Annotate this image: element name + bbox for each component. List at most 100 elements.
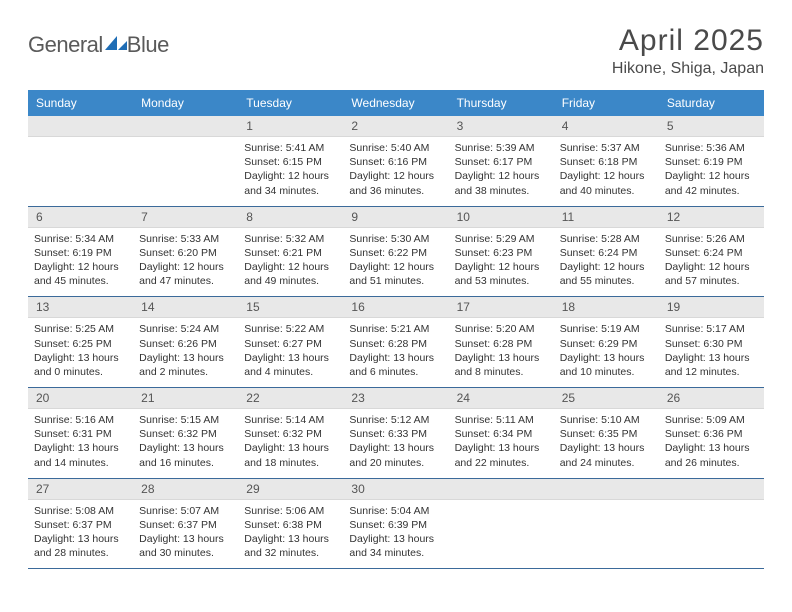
day-number: 17 — [449, 297, 554, 318]
calendar-cell: 13Sunrise: 5:25 AMSunset: 6:25 PMDayligh… — [28, 297, 133, 388]
calendar-cell: 18Sunrise: 5:19 AMSunset: 6:29 PMDayligh… — [554, 297, 659, 388]
day-number: 16 — [343, 297, 448, 318]
day-info: Sunrise: 5:09 AMSunset: 6:36 PMDaylight:… — [659, 409, 764, 478]
day-info: Sunrise: 5:04 AMSunset: 6:39 PMDaylight:… — [343, 500, 448, 569]
day-info: Sunrise: 5:29 AMSunset: 6:23 PMDaylight:… — [449, 228, 554, 297]
day-info: Sunrise: 5:32 AMSunset: 6:21 PMDaylight:… — [238, 228, 343, 297]
day-number: 25 — [554, 388, 659, 409]
calendar-week: 13Sunrise: 5:25 AMSunset: 6:25 PMDayligh… — [28, 297, 764, 388]
calendar-cell: 15Sunrise: 5:22 AMSunset: 6:27 PMDayligh… — [238, 297, 343, 388]
day-number: 8 — [238, 207, 343, 228]
brand-logo: General Blue — [28, 32, 169, 58]
calendar-cell: 17Sunrise: 5:20 AMSunset: 6:28 PMDayligh… — [449, 297, 554, 388]
calendar-cell: 27Sunrise: 5:08 AMSunset: 6:37 PMDayligh… — [28, 478, 133, 569]
calendar-page: General Blue April 2025 Hikone, Shiga, J… — [0, 0, 792, 593]
day-info — [449, 500, 554, 554]
day-number: 12 — [659, 207, 764, 228]
day-number — [133, 116, 238, 137]
day-header: Wednesday — [343, 90, 448, 116]
day-number: 30 — [343, 479, 448, 500]
calendar-week: 1Sunrise: 5:41 AMSunset: 6:15 PMDaylight… — [28, 116, 764, 206]
calendar-cell — [28, 116, 133, 206]
page-header: General Blue April 2025 Hikone, Shiga, J… — [28, 24, 764, 78]
day-header: Saturday — [659, 90, 764, 116]
day-number: 20 — [28, 388, 133, 409]
calendar-cell: 12Sunrise: 5:26 AMSunset: 6:24 PMDayligh… — [659, 206, 764, 297]
day-number: 29 — [238, 479, 343, 500]
day-number: 23 — [343, 388, 448, 409]
day-number: 2 — [343, 116, 448, 137]
calendar-cell: 9Sunrise: 5:30 AMSunset: 6:22 PMDaylight… — [343, 206, 448, 297]
day-number — [449, 479, 554, 500]
calendar-cell: 29Sunrise: 5:06 AMSunset: 6:38 PMDayligh… — [238, 478, 343, 569]
calendar-cell: 6Sunrise: 5:34 AMSunset: 6:19 PMDaylight… — [28, 206, 133, 297]
day-number: 18 — [554, 297, 659, 318]
calendar-cell: 1Sunrise: 5:41 AMSunset: 6:15 PMDaylight… — [238, 116, 343, 206]
calendar-cell: 25Sunrise: 5:10 AMSunset: 6:35 PMDayligh… — [554, 388, 659, 479]
day-number — [28, 116, 133, 137]
day-header: Monday — [133, 90, 238, 116]
calendar-cell: 21Sunrise: 5:15 AMSunset: 6:32 PMDayligh… — [133, 388, 238, 479]
day-info: Sunrise: 5:11 AMSunset: 6:34 PMDaylight:… — [449, 409, 554, 478]
day-info — [133, 137, 238, 191]
calendar-cell: 23Sunrise: 5:12 AMSunset: 6:33 PMDayligh… — [343, 388, 448, 479]
calendar-cell — [133, 116, 238, 206]
day-info: Sunrise: 5:34 AMSunset: 6:19 PMDaylight:… — [28, 228, 133, 297]
calendar-cell: 2Sunrise: 5:40 AMSunset: 6:16 PMDaylight… — [343, 116, 448, 206]
calendar-cell: 5Sunrise: 5:36 AMSunset: 6:19 PMDaylight… — [659, 116, 764, 206]
brand-name-part2: Blue — [127, 32, 169, 58]
calendar-week: 27Sunrise: 5:08 AMSunset: 6:37 PMDayligh… — [28, 478, 764, 569]
day-number: 15 — [238, 297, 343, 318]
calendar-cell — [449, 478, 554, 569]
day-number: 24 — [449, 388, 554, 409]
day-info: Sunrise: 5:21 AMSunset: 6:28 PMDaylight:… — [343, 318, 448, 387]
day-header: Tuesday — [238, 90, 343, 116]
day-info: Sunrise: 5:40 AMSunset: 6:16 PMDaylight:… — [343, 137, 448, 206]
calendar-cell: 26Sunrise: 5:09 AMSunset: 6:36 PMDayligh… — [659, 388, 764, 479]
day-number: 26 — [659, 388, 764, 409]
day-number: 9 — [343, 207, 448, 228]
day-info: Sunrise: 5:24 AMSunset: 6:26 PMDaylight:… — [133, 318, 238, 387]
day-info: Sunrise: 5:26 AMSunset: 6:24 PMDaylight:… — [659, 228, 764, 297]
calendar-cell: 7Sunrise: 5:33 AMSunset: 6:20 PMDaylight… — [133, 206, 238, 297]
calendar-cell: 14Sunrise: 5:24 AMSunset: 6:26 PMDayligh… — [133, 297, 238, 388]
day-header: Thursday — [449, 90, 554, 116]
day-number: 3 — [449, 116, 554, 137]
day-info: Sunrise: 5:17 AMSunset: 6:30 PMDaylight:… — [659, 318, 764, 387]
day-info: Sunrise: 5:19 AMSunset: 6:29 PMDaylight:… — [554, 318, 659, 387]
day-info: Sunrise: 5:41 AMSunset: 6:15 PMDaylight:… — [238, 137, 343, 206]
calendar-cell: 19Sunrise: 5:17 AMSunset: 6:30 PMDayligh… — [659, 297, 764, 388]
calendar-cell: 3Sunrise: 5:39 AMSunset: 6:17 PMDaylight… — [449, 116, 554, 206]
calendar-cell: 8Sunrise: 5:32 AMSunset: 6:21 PMDaylight… — [238, 206, 343, 297]
title-block: April 2025 Hikone, Shiga, Japan — [612, 24, 764, 78]
calendar-cell: 16Sunrise: 5:21 AMSunset: 6:28 PMDayligh… — [343, 297, 448, 388]
day-number — [659, 479, 764, 500]
calendar-body: 1Sunrise: 5:41 AMSunset: 6:15 PMDaylight… — [28, 116, 764, 569]
day-number: 27 — [28, 479, 133, 500]
day-info: Sunrise: 5:25 AMSunset: 6:25 PMDaylight:… — [28, 318, 133, 387]
day-info: Sunrise: 5:14 AMSunset: 6:32 PMDaylight:… — [238, 409, 343, 478]
day-number: 1 — [238, 116, 343, 137]
calendar-cell: 4Sunrise: 5:37 AMSunset: 6:18 PMDaylight… — [554, 116, 659, 206]
day-info: Sunrise: 5:36 AMSunset: 6:19 PMDaylight:… — [659, 137, 764, 206]
calendar-cell: 22Sunrise: 5:14 AMSunset: 6:32 PMDayligh… — [238, 388, 343, 479]
day-info: Sunrise: 5:37 AMSunset: 6:18 PMDaylight:… — [554, 137, 659, 206]
day-number: 13 — [28, 297, 133, 318]
sail-icon — [103, 34, 129, 52]
calendar-cell: 11Sunrise: 5:28 AMSunset: 6:24 PMDayligh… — [554, 206, 659, 297]
day-number: 5 — [659, 116, 764, 137]
calendar-cell: 20Sunrise: 5:16 AMSunset: 6:31 PMDayligh… — [28, 388, 133, 479]
day-info: Sunrise: 5:22 AMSunset: 6:27 PMDaylight:… — [238, 318, 343, 387]
day-info: Sunrise: 5:06 AMSunset: 6:38 PMDaylight:… — [238, 500, 343, 569]
day-number: 6 — [28, 207, 133, 228]
day-number: 19 — [659, 297, 764, 318]
calendar-cell — [659, 478, 764, 569]
day-number: 7 — [133, 207, 238, 228]
calendar-cell: 24Sunrise: 5:11 AMSunset: 6:34 PMDayligh… — [449, 388, 554, 479]
day-info — [659, 500, 764, 554]
day-info — [28, 137, 133, 191]
calendar-week: 20Sunrise: 5:16 AMSunset: 6:31 PMDayligh… — [28, 388, 764, 479]
calendar-table: SundayMondayTuesdayWednesdayThursdayFrid… — [28, 90, 764, 569]
day-number: 4 — [554, 116, 659, 137]
day-info: Sunrise: 5:39 AMSunset: 6:17 PMDaylight:… — [449, 137, 554, 206]
